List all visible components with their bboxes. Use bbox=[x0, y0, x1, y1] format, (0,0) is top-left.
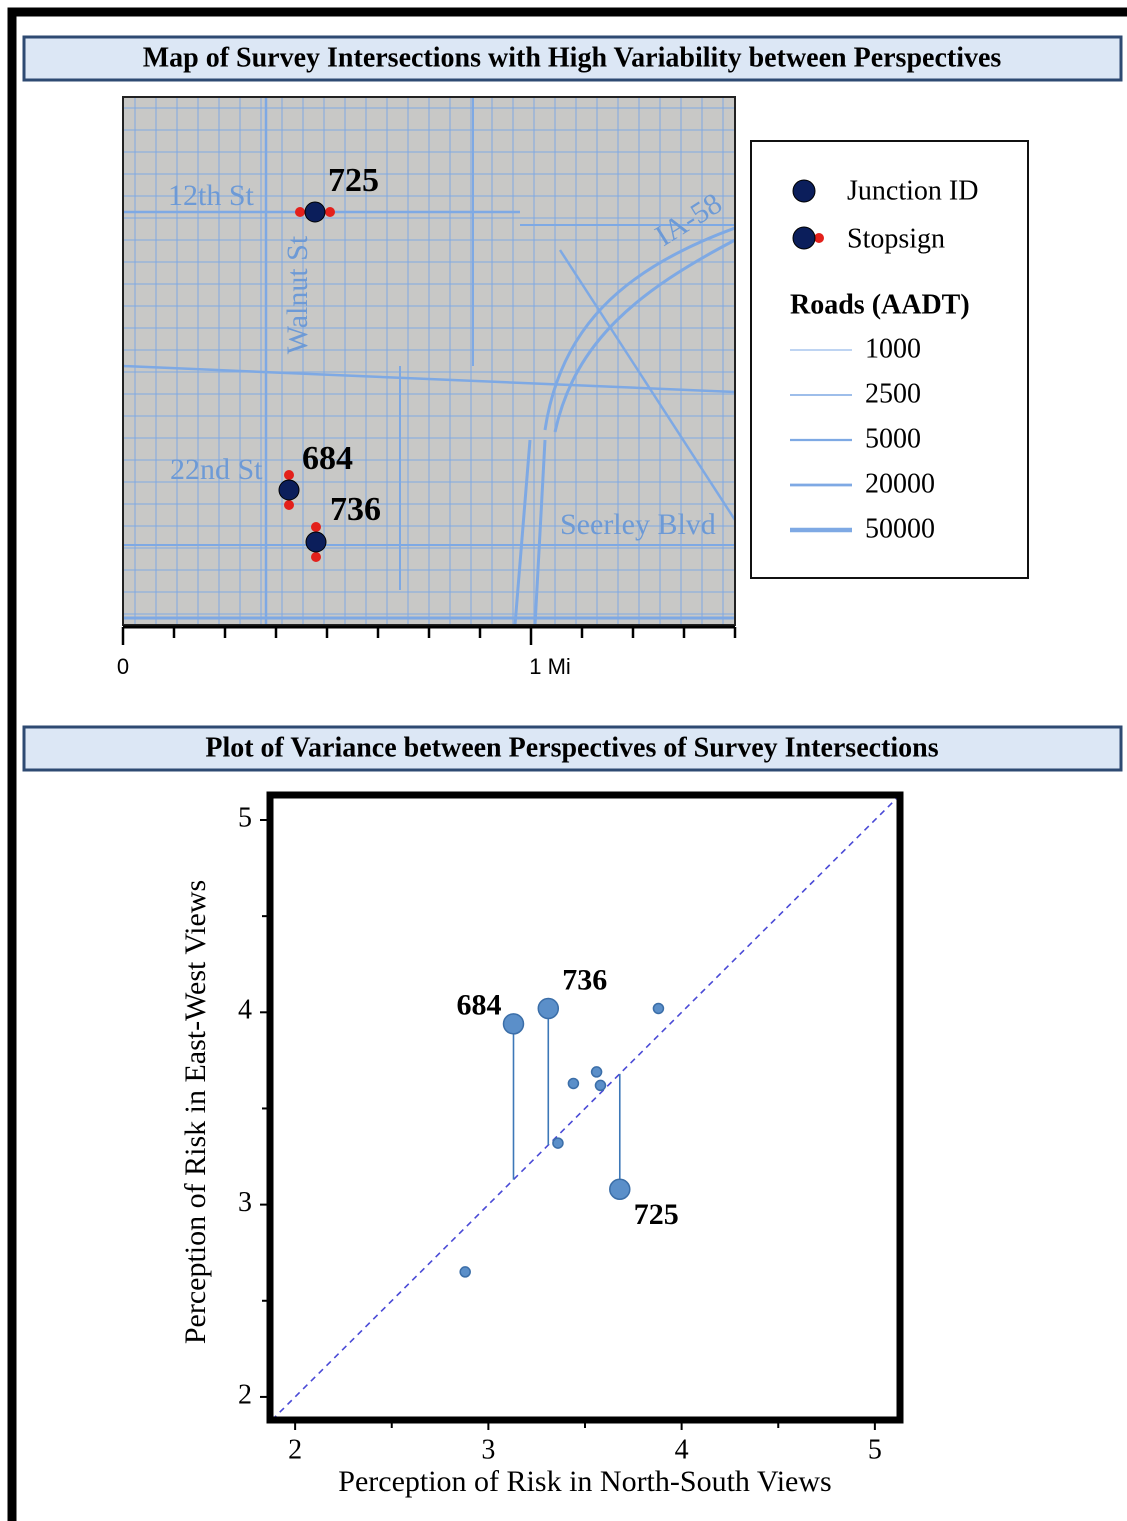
junction bbox=[305, 202, 325, 222]
legend-label: 20000 bbox=[865, 468, 935, 499]
junction-label: 725 bbox=[328, 162, 379, 199]
point bbox=[460, 1267, 470, 1277]
legend-label: 1000 bbox=[865, 333, 921, 364]
scale-label: 1 Mi bbox=[529, 654, 571, 679]
y-axis-label: Perception of Risk in East-West Views bbox=[179, 880, 212, 1344]
y-tick-label: 3 bbox=[238, 1187, 252, 1218]
chart-title: Plot of Variance between Perspectives of… bbox=[205, 732, 938, 763]
x-tick-label: 4 bbox=[675, 1434, 689, 1465]
point bbox=[592, 1067, 602, 1077]
street-label: Walnut St bbox=[281, 235, 314, 354]
x-tick-label: 2 bbox=[288, 1434, 302, 1465]
stopsign bbox=[284, 470, 294, 480]
point bbox=[538, 998, 558, 1018]
legend-label: Stopsign bbox=[847, 223, 945, 254]
street-label: 22nd St bbox=[170, 453, 263, 486]
junction-label: 684 bbox=[302, 440, 353, 477]
legend-heading: Roads (AADT) bbox=[790, 289, 970, 320]
x-tick-label: 3 bbox=[481, 1434, 495, 1465]
point bbox=[653, 1003, 663, 1013]
legend-label: 2500 bbox=[865, 378, 921, 409]
point bbox=[595, 1080, 605, 1090]
y-tick-label: 2 bbox=[238, 1379, 252, 1410]
point-label: 736 bbox=[562, 963, 607, 996]
point-label: 725 bbox=[634, 1198, 679, 1231]
stopsign bbox=[311, 552, 321, 562]
scale-label: 0 bbox=[117, 654, 129, 679]
stopsign bbox=[325, 207, 335, 217]
legend-junction bbox=[793, 180, 815, 202]
junction-label: 736 bbox=[330, 491, 381, 528]
x-axis-label: Perception of Risk in North-South Views bbox=[338, 1465, 831, 1498]
stopsign bbox=[311, 522, 321, 532]
street-label: 12th St bbox=[168, 179, 255, 212]
point-label: 684 bbox=[456, 989, 501, 1022]
figure: Map of Survey Intersections with High Va… bbox=[0, 0, 1127, 1521]
legend-label: 5000 bbox=[865, 423, 921, 454]
x-tick-label: 5 bbox=[868, 1434, 882, 1465]
map-title: Map of Survey Intersections with High Va… bbox=[143, 42, 1002, 73]
point bbox=[503, 1014, 523, 1034]
stopsign bbox=[284, 500, 294, 510]
point bbox=[553, 1138, 563, 1148]
junction bbox=[279, 480, 299, 500]
legend-label: 50000 bbox=[865, 513, 935, 544]
point bbox=[610, 1179, 630, 1199]
point bbox=[568, 1078, 578, 1088]
street-label: Seerley Blvd bbox=[560, 508, 716, 541]
legend-junction bbox=[793, 227, 815, 249]
legend-label: Junction ID bbox=[847, 175, 978, 206]
y-tick-label: 4 bbox=[238, 995, 252, 1026]
stopsign bbox=[295, 207, 305, 217]
junction bbox=[306, 532, 326, 552]
y-tick-label: 5 bbox=[238, 802, 252, 833]
